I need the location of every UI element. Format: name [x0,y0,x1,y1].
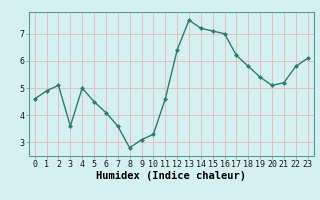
X-axis label: Humidex (Indice chaleur): Humidex (Indice chaleur) [96,171,246,181]
